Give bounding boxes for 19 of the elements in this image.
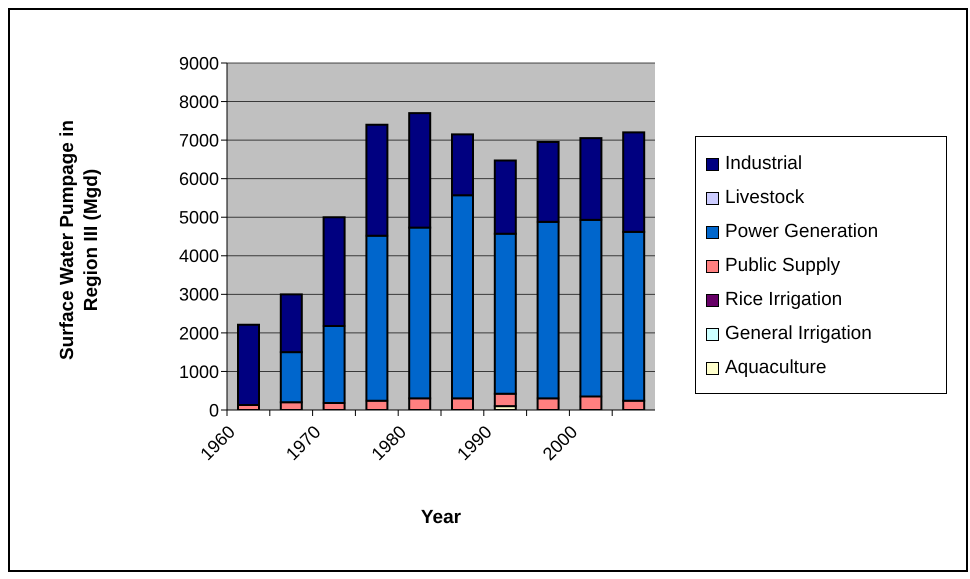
legend-label: Rice Irrigation [725,289,842,311]
legend-label: Aquaculture [725,357,826,379]
legend-label: Power Generation [725,221,878,243]
y-tick-label: 3000 [178,284,219,305]
legend-label: Industrial [725,153,802,175]
y-tick-label: 6000 [178,169,219,190]
y-tick-label: 0 [208,400,219,420]
y-tick-label: 7000 [178,130,219,150]
legend-label: Public Supply [725,255,840,277]
legend-label: Livestock [725,187,804,209]
x-axis-title: Year [420,507,462,529]
y-tick-label: 9000 [178,53,219,74]
y-tick-label: 5000 [178,208,219,228]
y-tick-label: 1000 [178,362,219,382]
legend-label: General Irrigation [725,323,872,345]
y-axis-title: Surface Water Pumpage in Region III (Mgd) [56,118,103,362]
y-tick-label: 2000 [178,323,219,344]
y-tick-label: 4000 [178,246,219,266]
y-tick-label: 8000 [178,92,219,112]
